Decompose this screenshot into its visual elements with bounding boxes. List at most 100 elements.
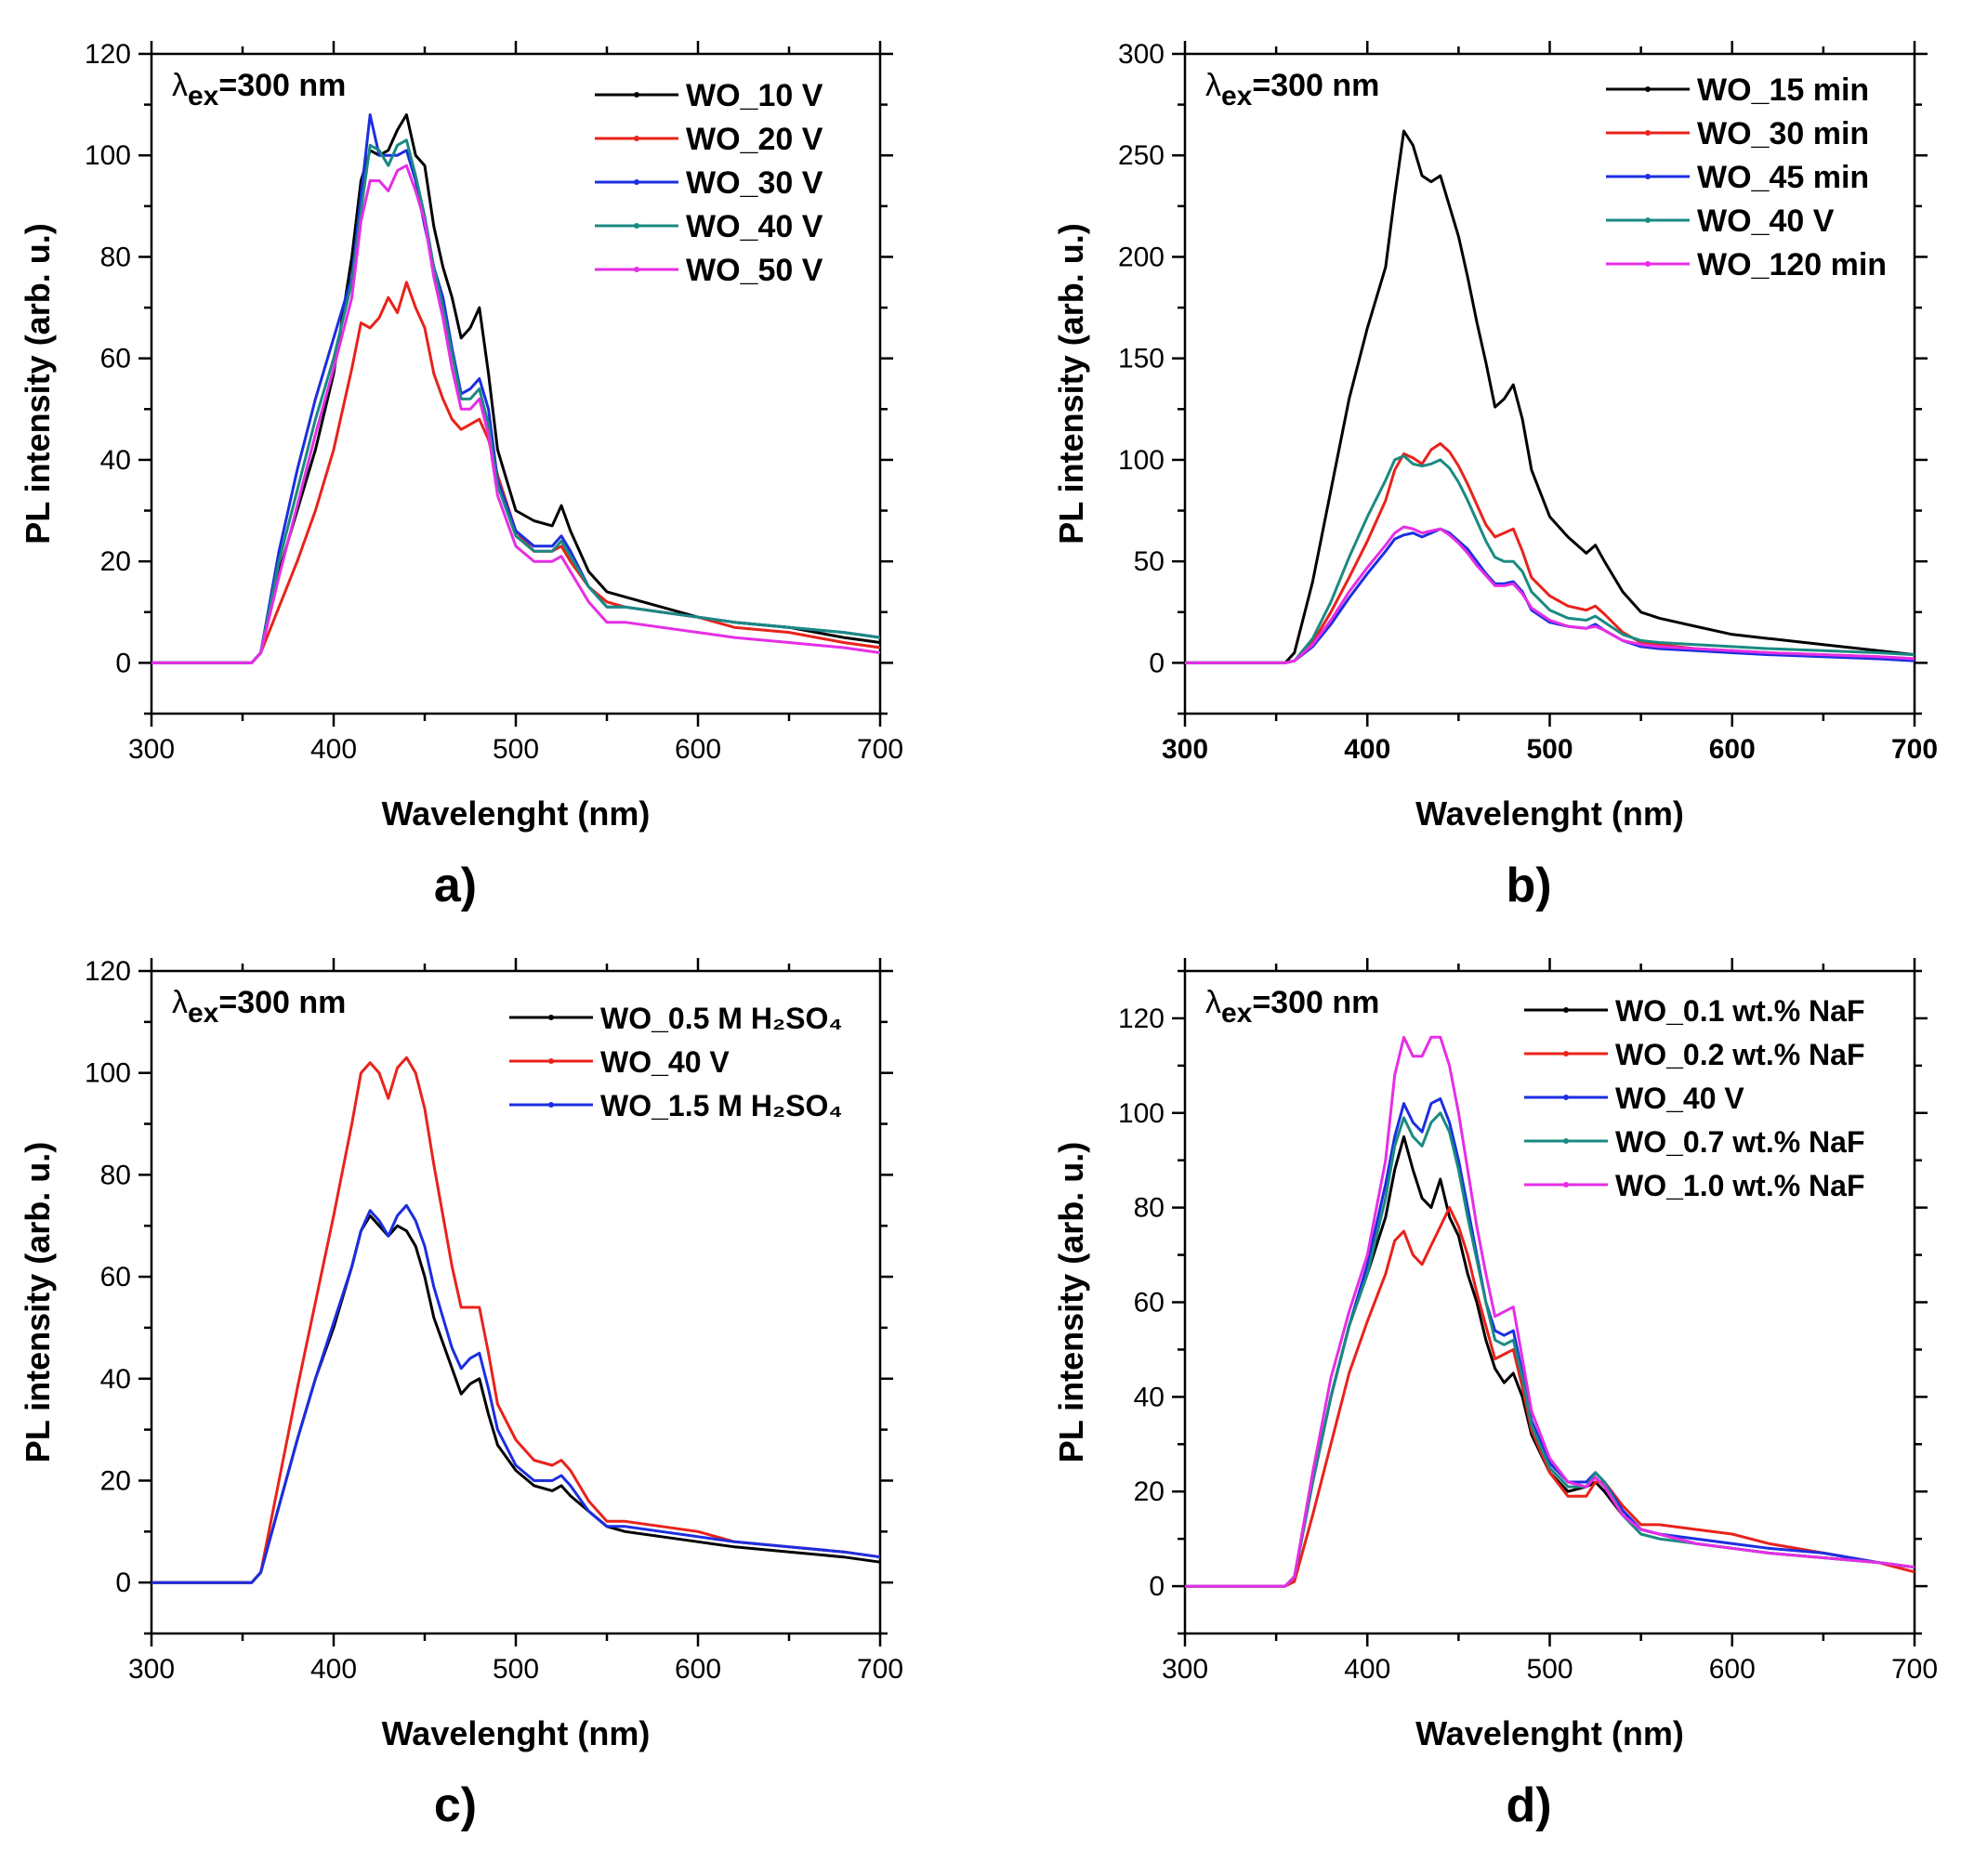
x-tick-label: 300 (1162, 1654, 1208, 1685)
legend-marker (634, 179, 639, 185)
legend-marker (634, 267, 639, 272)
y-axis-label: PL intensity (arb. u.) (1052, 1142, 1090, 1463)
series-line-4 (151, 138, 881, 664)
y-tick-label: 0 (115, 648, 131, 678)
y-tick-label: 40 (100, 445, 131, 476)
panel-label: d) (1506, 1778, 1551, 1832)
legend-marker (634, 136, 639, 141)
series-line-1 (151, 1213, 881, 1584)
y-tick-label: 20 (100, 1465, 131, 1496)
x-tick-label: 600 (1709, 1654, 1756, 1685)
plot-frame (1183, 52, 1916, 715)
excitation-label: λex=300 nm (1205, 68, 1379, 112)
y-tick-label: 80 (100, 1160, 131, 1190)
chart-panel-1: 300 400 500 600 700 0 20 40 60 80 100 120 Wavelenght… (19, 39, 903, 912)
x-tick-label: 400 (1344, 1654, 1390, 1685)
series-line-1 (151, 113, 881, 664)
legend-marker (1563, 1051, 1569, 1056)
series-line-5 (1185, 1035, 1915, 1588)
y-tick-label: 60 (1134, 1288, 1165, 1318)
x-tick-label: 700 (1891, 734, 1938, 765)
x-tick-label: 700 (857, 734, 903, 765)
excitation-label: λex=300 nm (172, 985, 346, 1029)
y-tick-label: 150 (1118, 344, 1165, 374)
x-tick-label: 500 (493, 734, 539, 765)
series-line-3 (151, 1203, 881, 1584)
panel-label: c) (434, 1778, 477, 1832)
x-tick-label: 300 (1162, 734, 1208, 765)
plot-frame (150, 969, 882, 1635)
y-axis-label: PL intensity (arb. u.) (19, 1142, 57, 1463)
legend-entry: WO_40 V (600, 1045, 730, 1079)
legend-entry: WO_40 V (1615, 1082, 1744, 1115)
x-tick-label: 400 (1344, 734, 1390, 765)
x-axis-label: Wavelenght (nm) (1415, 1714, 1684, 1752)
y-tick-label: 80 (1134, 1193, 1165, 1224)
legend-entry: WO_50 V (686, 253, 823, 288)
y-axis-label: PL intensity (arb. u.) (1052, 223, 1090, 544)
y-tick-label: 120 (85, 956, 131, 987)
legend-marker (1563, 1095, 1569, 1100)
x-tick-label: 400 (310, 734, 357, 765)
series-line-1 (1185, 1135, 1915, 1588)
y-tick-label: 40 (1134, 1382, 1165, 1412)
y-tick-label: 200 (1118, 242, 1165, 272)
y-tick-label: 300 (1118, 39, 1165, 70)
panel-label: a) (434, 859, 477, 912)
legend-entry: WO_1.0 wt.% NaF (1615, 1169, 1865, 1202)
x-tick-label: 600 (675, 734, 721, 765)
y-tick-label: 0 (115, 1568, 131, 1598)
y-axis-label: PL intensity (arb. u.) (19, 223, 57, 544)
y-tick-label: 100 (1118, 1098, 1165, 1129)
y-tick-label: 0 (1149, 1571, 1165, 1602)
legend-marker (1645, 174, 1651, 179)
x-tick-label: 600 (675, 1654, 721, 1685)
x-axis-label: Wavelenght (nm) (382, 1714, 651, 1752)
y-tick-label: 120 (1118, 1004, 1165, 1034)
y-tick-label: 40 (100, 1364, 131, 1395)
x-tick-label: 700 (1891, 1654, 1938, 1685)
legend-entry: WO_40 V (1697, 203, 1835, 239)
y-tick-label: 80 (100, 242, 131, 272)
x-tick-label: 300 (128, 734, 175, 765)
legend-marker (1645, 217, 1651, 223)
legend-entry: WO_20 V (686, 122, 823, 157)
x-axis-label: Wavelenght (nm) (382, 794, 651, 833)
series-line-2 (1185, 441, 1915, 664)
series-line-2 (151, 281, 881, 664)
x-tick-label: 300 (128, 1654, 175, 1685)
legend-marker (634, 92, 639, 98)
y-tick-label: 60 (100, 344, 131, 374)
y-tick-label: 0 (1149, 648, 1165, 678)
x-tick-label: 600 (1709, 734, 1756, 765)
y-tick-label: 60 (100, 1262, 131, 1292)
y-tick-label: 100 (85, 1058, 131, 1089)
legend-entry: WO_0.1 wt.% NaF (1615, 994, 1865, 1028)
panel-label: b) (1506, 859, 1551, 912)
legend-marker (548, 1058, 554, 1064)
y-tick-label: 100 (85, 140, 131, 171)
legend-marker (1563, 1007, 1569, 1013)
series-line-5 (1185, 525, 1915, 664)
legend-marker (548, 1015, 554, 1020)
legend-entry: WO_10 V (686, 78, 823, 113)
y-tick-label: 20 (1134, 1476, 1165, 1507)
y-tick-label: 120 (85, 39, 131, 70)
legend-entry: WO_0.7 wt.% NaF (1615, 1125, 1865, 1159)
y-tick-label: 20 (100, 546, 131, 577)
legend-entry: WO_120 min (1697, 247, 1887, 282)
x-axis-label: Wavelenght (nm) (1415, 794, 1684, 833)
series-line-4 (1185, 454, 1915, 664)
legend-entry: WO_30 V (686, 165, 823, 201)
x-tick-label: 500 (1526, 734, 1573, 765)
legend-marker (1645, 86, 1651, 92)
legend-marker (548, 1102, 554, 1108)
x-tick-label: 500 (1526, 1654, 1573, 1685)
excitation-label: λex=300 nm (1205, 985, 1379, 1029)
legend-entry: WO_0.2 wt.% NaF (1615, 1038, 1865, 1071)
y-tick-label: 50 (1134, 546, 1165, 577)
legend-marker (1645, 261, 1651, 267)
legend-entry: WO_15 min (1697, 72, 1869, 108)
x-tick-label: 500 (493, 1654, 539, 1685)
legend-entry: WO_40 V (686, 209, 823, 244)
